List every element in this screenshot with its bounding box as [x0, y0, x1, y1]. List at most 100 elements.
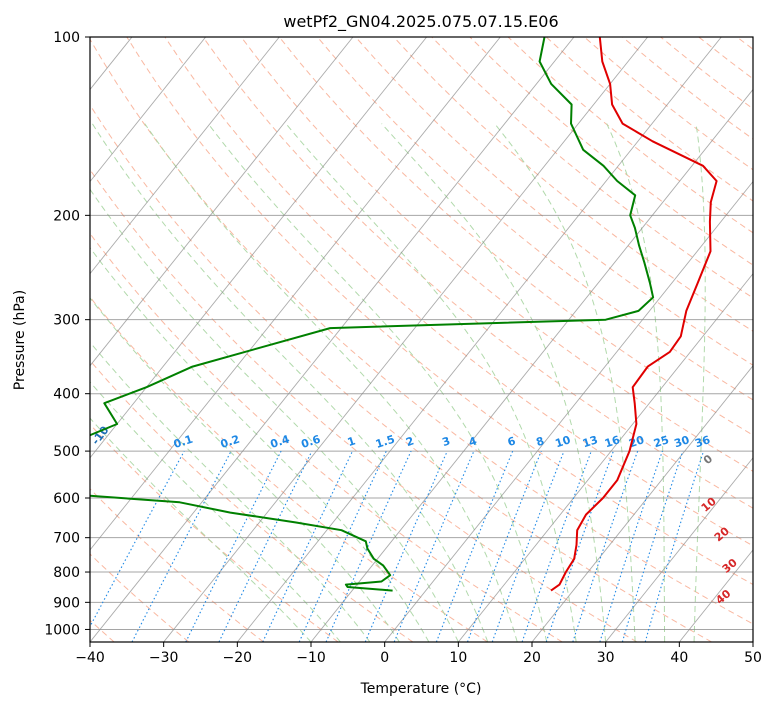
dry-adiabat-line	[90, 423, 339, 642]
mixing-ratio-label: 0.6	[300, 432, 323, 450]
isotherm-line	[605, 457, 753, 642]
moist-adiabat-line	[90, 417, 312, 642]
mixing-ratio-line	[545, 450, 614, 642]
dry-adiabat-line	[90, 104, 712, 642]
profiles	[90, 37, 718, 592]
mixing-ratio-label: 13	[581, 433, 600, 450]
x-tick-label: −40	[75, 650, 105, 666]
mixing-ratio-label: 16	[603, 433, 622, 450]
y-tick-label: 900	[53, 595, 80, 611]
dry-adiabat-line	[317, 37, 753, 401]
y-tick-label: 700	[53, 531, 80, 547]
moist-adiabat-line	[285, 123, 577, 642]
isotherm-line	[90, 37, 207, 183]
mixing-ratio-line	[364, 450, 448, 642]
y-tick-label: 100	[53, 30, 80, 46]
mixing-ratio-label: 25	[652, 433, 671, 450]
isotherm-line	[457, 272, 753, 642]
y-tick-label: 300	[53, 313, 80, 329]
mixing-ratio-labels: 0.1 0.2 0.4 0.6 1 1.5 2 3 4 6 8 10 13 16 20 25 30 36	[172, 432, 712, 451]
mixing-ratio-line	[621, 450, 684, 642]
dry-adiabat-line	[126, 37, 753, 586]
moist-adiabat-line	[90, 188, 459, 642]
mixing-ratio-label: 4	[467, 434, 479, 449]
x-axis-ticks: −40 −30 −20 −10 0 10 20 30 40 50	[75, 642, 762, 666]
isotherm-line	[90, 37, 428, 459]
isotherm-line	[384, 180, 753, 642]
y-axis-label: Pressure (hPa)	[12, 290, 28, 390]
x-tick-label: 30	[597, 650, 615, 666]
dry-adiabat-line	[164, 37, 753, 547]
dry-adiabat-line	[90, 296, 488, 642]
dry-adiabat-line	[90, 553, 190, 642]
dewpoint-profile-line	[90, 37, 655, 592]
x-tick-label: 0	[380, 650, 389, 666]
moist-adiabat-line	[144, 123, 518, 642]
mixing-ratio-line	[572, 450, 639, 642]
x-tick-label: 10	[449, 650, 467, 666]
temperature-profile-line	[550, 37, 718, 592]
y-tick-label: 200	[53, 208, 80, 224]
isotherm-line	[531, 365, 753, 642]
mixing-ratio-label: 30	[672, 433, 691, 450]
y-axis-ticks: 100 200 300 400 500 600 700 800 900 1000	[44, 30, 90, 638]
mixing-ratio-line	[491, 450, 565, 642]
mixing-ratio-line	[185, 450, 282, 642]
dry-adiabats	[90, 37, 753, 642]
dry-adiabat-line	[90, 232, 563, 642]
mixing-ratio-line	[644, 450, 705, 642]
moist-adiabat-line	[381, 123, 607, 642]
isotherms	[90, 37, 753, 642]
moist-adiabat-line	[91, 123, 489, 642]
mixing-ratio-line	[599, 450, 663, 642]
mixing-ratio-label: 3	[441, 434, 452, 449]
isotherm-line	[163, 37, 649, 642]
mixing-ratio-line	[466, 450, 542, 642]
isotherm-line	[90, 37, 354, 367]
mixing-ratio-line	[90, 450, 185, 628]
mixing-ratio-label: 1.5	[374, 433, 397, 451]
mixing-ratio-label: 0.4	[269, 432, 292, 450]
isotherm-line	[90, 37, 501, 551]
x-tick-label: −10	[296, 650, 326, 666]
x-tick-label: 40	[670, 650, 688, 666]
plot-frame	[89, 36, 754, 643]
mixing-ratio-label: 10	[554, 433, 573, 450]
moist-adiabat-line	[90, 381, 341, 642]
x-tick-label: −30	[149, 650, 179, 666]
dry-adiabat-line	[355, 37, 753, 366]
x-axis-label: Temperature (°C)	[360, 681, 482, 697]
mixing-ratio-label: 8	[535, 434, 546, 449]
x-tick-label: 20	[523, 650, 541, 666]
mixing-ratio-lines	[90, 450, 705, 642]
isotherm-line	[90, 37, 575, 642]
mixing-ratio-label: 1	[346, 434, 357, 449]
moist-adiabat-line	[693, 123, 706, 642]
mixing-ratio-line	[325, 450, 412, 642]
moist-adiabat-line	[494, 123, 636, 642]
dry-adiabat-line	[393, 37, 753, 332]
y-tick-label: 600	[53, 491, 80, 507]
dry-adiabat-line	[90, 38, 753, 625]
dry-adiabat-line	[278, 37, 753, 436]
chart-title: wetPf2_GN04.2025.075.07.15.E06	[283, 12, 558, 32]
mixing-ratio-line	[393, 450, 475, 642]
y-tick-label: 400	[53, 387, 80, 403]
x-tick-label: 50	[744, 650, 762, 666]
mixing-ratio-label: 0.1	[172, 433, 195, 451]
isotherm-line	[90, 37, 280, 275]
mixing-ratio-line	[435, 450, 514, 642]
isobars	[90, 37, 753, 630]
mixing-ratio-line	[521, 450, 592, 642]
y-tick-label: 800	[53, 565, 80, 581]
mixing-ratio-label: 6	[506, 434, 518, 449]
isotherm-line	[236, 37, 722, 642]
mixing-ratio-label: 2	[404, 434, 415, 449]
isotherm-line	[310, 88, 753, 642]
x-tick-label: −20	[223, 650, 253, 666]
dry-adiabat-line	[90, 168, 638, 642]
moist-adiabat-line	[90, 341, 371, 642]
plot-area: -100-90-80-70-60-50-40-30-20-10010203040…	[90, 37, 753, 642]
mixing-ratio-label: 0.2	[219, 433, 242, 451]
